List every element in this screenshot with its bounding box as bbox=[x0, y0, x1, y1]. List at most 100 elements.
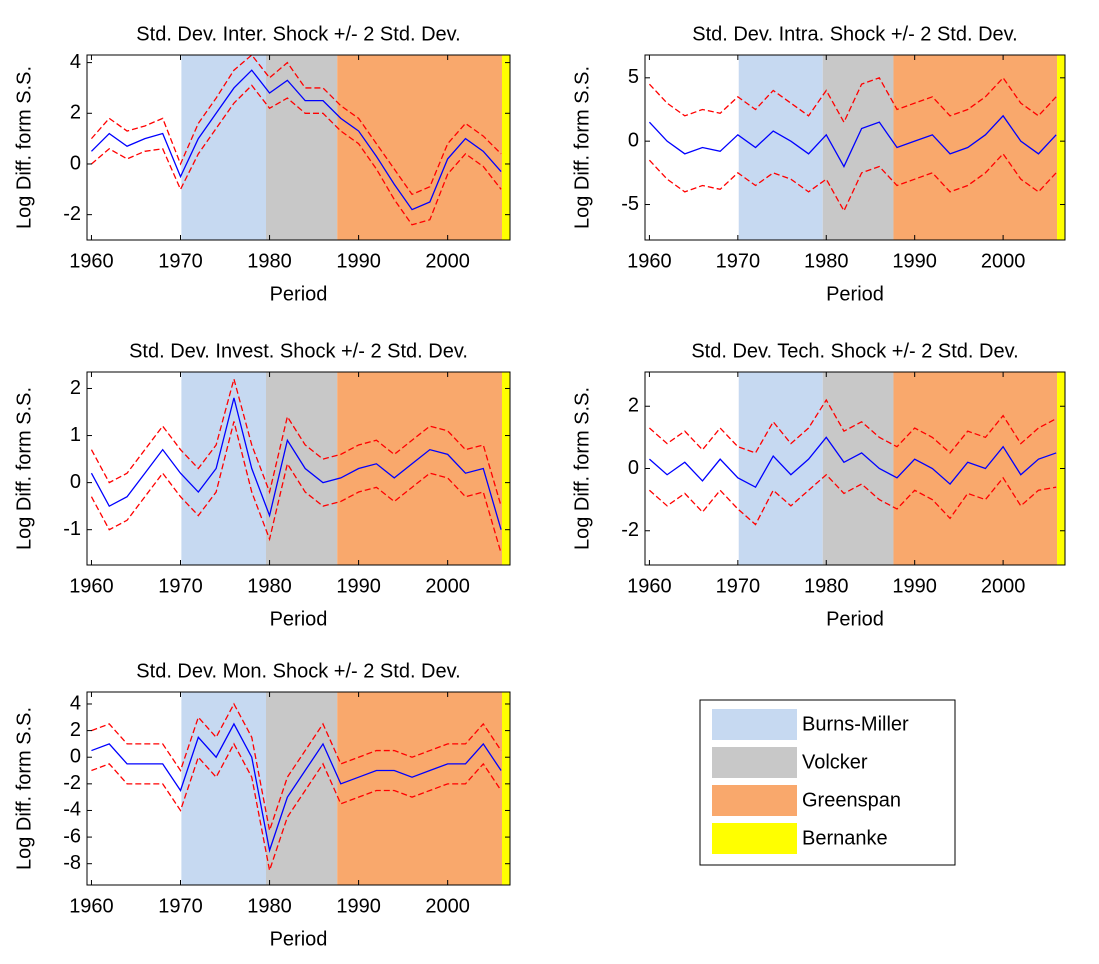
era-shading bbox=[181, 55, 510, 240]
era-band bbox=[265, 55, 338, 240]
series-line bbox=[90, 397, 502, 530]
x-tick-label: 1990 bbox=[336, 575, 381, 597]
y-tick-label: -2 bbox=[63, 203, 81, 225]
y-tick-label: 2 bbox=[70, 719, 81, 741]
x-tick-label: 1980 bbox=[247, 895, 292, 917]
y-axis-label: Log Diff. form S.S. bbox=[13, 387, 35, 550]
series-line bbox=[648, 152, 1057, 213]
era-band bbox=[501, 692, 510, 885]
y-axis-label: Log Diff. form S.S. bbox=[13, 707, 35, 870]
legend-swatch bbox=[712, 709, 797, 740]
subplot: 1960 1970 1980 1990 2000 -2 0 2 Std. Dev. Tech. … bbox=[571, 340, 1066, 630]
y-tick-label: -6 bbox=[63, 825, 81, 847]
y-tick-label: 4 bbox=[70, 51, 81, 73]
x-axis-label: Period bbox=[270, 283, 328, 305]
era-shading bbox=[181, 692, 510, 885]
y-axis-label: Log Diff. form S.S. bbox=[13, 66, 35, 229]
chart-title: Std. Dev. Invest. Shock +/- 2 Std. Dev. bbox=[129, 340, 468, 362]
era-shading bbox=[738, 55, 1065, 240]
era-band bbox=[337, 55, 502, 240]
axes-box bbox=[86, 371, 511, 566]
era-shading bbox=[738, 372, 1065, 565]
y-tick-label: 0 bbox=[628, 457, 639, 479]
y-tick-label: 2 bbox=[628, 395, 639, 417]
chart-title: Std. Dev. Inter. Shock +/- 2 Std. Dev. bbox=[136, 23, 460, 45]
x-axis-label: Period bbox=[826, 608, 884, 630]
y-tick-label: 0 bbox=[70, 471, 81, 493]
y-tick-label: 2 bbox=[70, 102, 81, 124]
axes-box bbox=[644, 54, 1066, 241]
legend-label: Greenspan bbox=[802, 789, 901, 811]
x-tick-label: 1970 bbox=[158, 250, 203, 272]
subplot: 1960 1970 1980 1990 2000 -8 -6 -4 -2 0 2 4 Std. Dev.… bbox=[13, 660, 511, 950]
x-tick-label: 2000 bbox=[425, 250, 470, 272]
x-tick-label: 2000 bbox=[425, 575, 470, 597]
y-tick-label: -2 bbox=[621, 519, 639, 541]
era-band bbox=[265, 692, 338, 885]
x-tick-label: 1970 bbox=[716, 250, 761, 272]
era-band bbox=[893, 372, 1058, 565]
legend-swatch bbox=[712, 785, 797, 816]
era-band bbox=[822, 372, 894, 565]
x-tick-label: 1990 bbox=[892, 250, 937, 272]
x-tick-label: 1970 bbox=[716, 575, 761, 597]
y-tick-label: -1 bbox=[63, 518, 81, 540]
era-band bbox=[738, 55, 823, 240]
x-axis-label: Period bbox=[270, 608, 328, 630]
era-band bbox=[893, 55, 1058, 240]
era-band bbox=[822, 55, 894, 240]
series-line bbox=[648, 398, 1057, 454]
series-line bbox=[90, 421, 502, 554]
era-band bbox=[337, 692, 502, 885]
x-tick-label: 1980 bbox=[247, 575, 292, 597]
x-tick-label: 1970 bbox=[158, 895, 203, 917]
legend-swatch bbox=[712, 747, 797, 778]
subplot: 1960 1970 1980 1990 2000 -1 0 1 2 Std. Dev. Inves… bbox=[13, 340, 511, 630]
axes-box bbox=[86, 691, 511, 886]
y-tick-label: 5 bbox=[628, 66, 639, 88]
series-line bbox=[648, 76, 1057, 124]
y-tick-label: 0 bbox=[70, 152, 81, 174]
chart-title: Std. Dev. Tech. Shock +/- 2 Std. Dev. bbox=[691, 340, 1018, 362]
x-tick-label: 1990 bbox=[892, 575, 937, 597]
y-tick-label: 2 bbox=[70, 377, 81, 399]
axes-box bbox=[86, 54, 511, 241]
era-band bbox=[265, 372, 338, 565]
series-line bbox=[90, 69, 502, 211]
chart-title: Std. Dev. Intra. Shock +/- 2 Std. Dev. bbox=[692, 23, 1018, 45]
lines bbox=[90, 376, 502, 554]
lines bbox=[648, 76, 1057, 213]
lines bbox=[90, 55, 502, 226]
x-tick-label: 1980 bbox=[804, 250, 849, 272]
subplot: 1960 1970 1980 1990 2000 -2 0 2 4 Std. Dev. Inter… bbox=[13, 23, 511, 305]
y-tick-label: -2 bbox=[63, 772, 81, 794]
series-line bbox=[90, 55, 502, 196]
x-tick-label: 1970 bbox=[158, 575, 203, 597]
legend-label: Bernanke bbox=[802, 827, 888, 849]
x-axis-label: Period bbox=[826, 283, 884, 305]
lines bbox=[648, 398, 1057, 526]
legend: Burns-Miller Volcker Greenspan Bernanke bbox=[699, 699, 956, 866]
y-tick-label: -8 bbox=[63, 852, 81, 874]
series-line bbox=[648, 436, 1057, 489]
x-tick-label: 1960 bbox=[627, 250, 672, 272]
x-tick-label: 1990 bbox=[336, 250, 381, 272]
x-tick-label: 1980 bbox=[247, 250, 292, 272]
era-band bbox=[181, 372, 266, 565]
x-tick-label: 1960 bbox=[69, 250, 114, 272]
legend-label: Volcker bbox=[802, 751, 868, 773]
y-tick-label: -4 bbox=[63, 799, 81, 821]
x-tick-label: 2000 bbox=[981, 250, 1026, 272]
y-tick-label: 0 bbox=[70, 746, 81, 768]
x-tick-label: 1960 bbox=[69, 575, 114, 597]
x-tick-label: 1990 bbox=[336, 895, 381, 917]
x-tick-label: 2000 bbox=[425, 895, 470, 917]
series-line bbox=[91, 722, 502, 853]
era-band bbox=[1057, 55, 1065, 240]
subplot: 1960 1970 1980 1990 2000 -5 0 5 Std. Dev. Intra.… bbox=[571, 23, 1066, 305]
series-line bbox=[648, 473, 1057, 526]
y-tick-label: 1 bbox=[70, 424, 81, 446]
y-axis-label: Log Diff. form S.S. bbox=[571, 66, 593, 229]
